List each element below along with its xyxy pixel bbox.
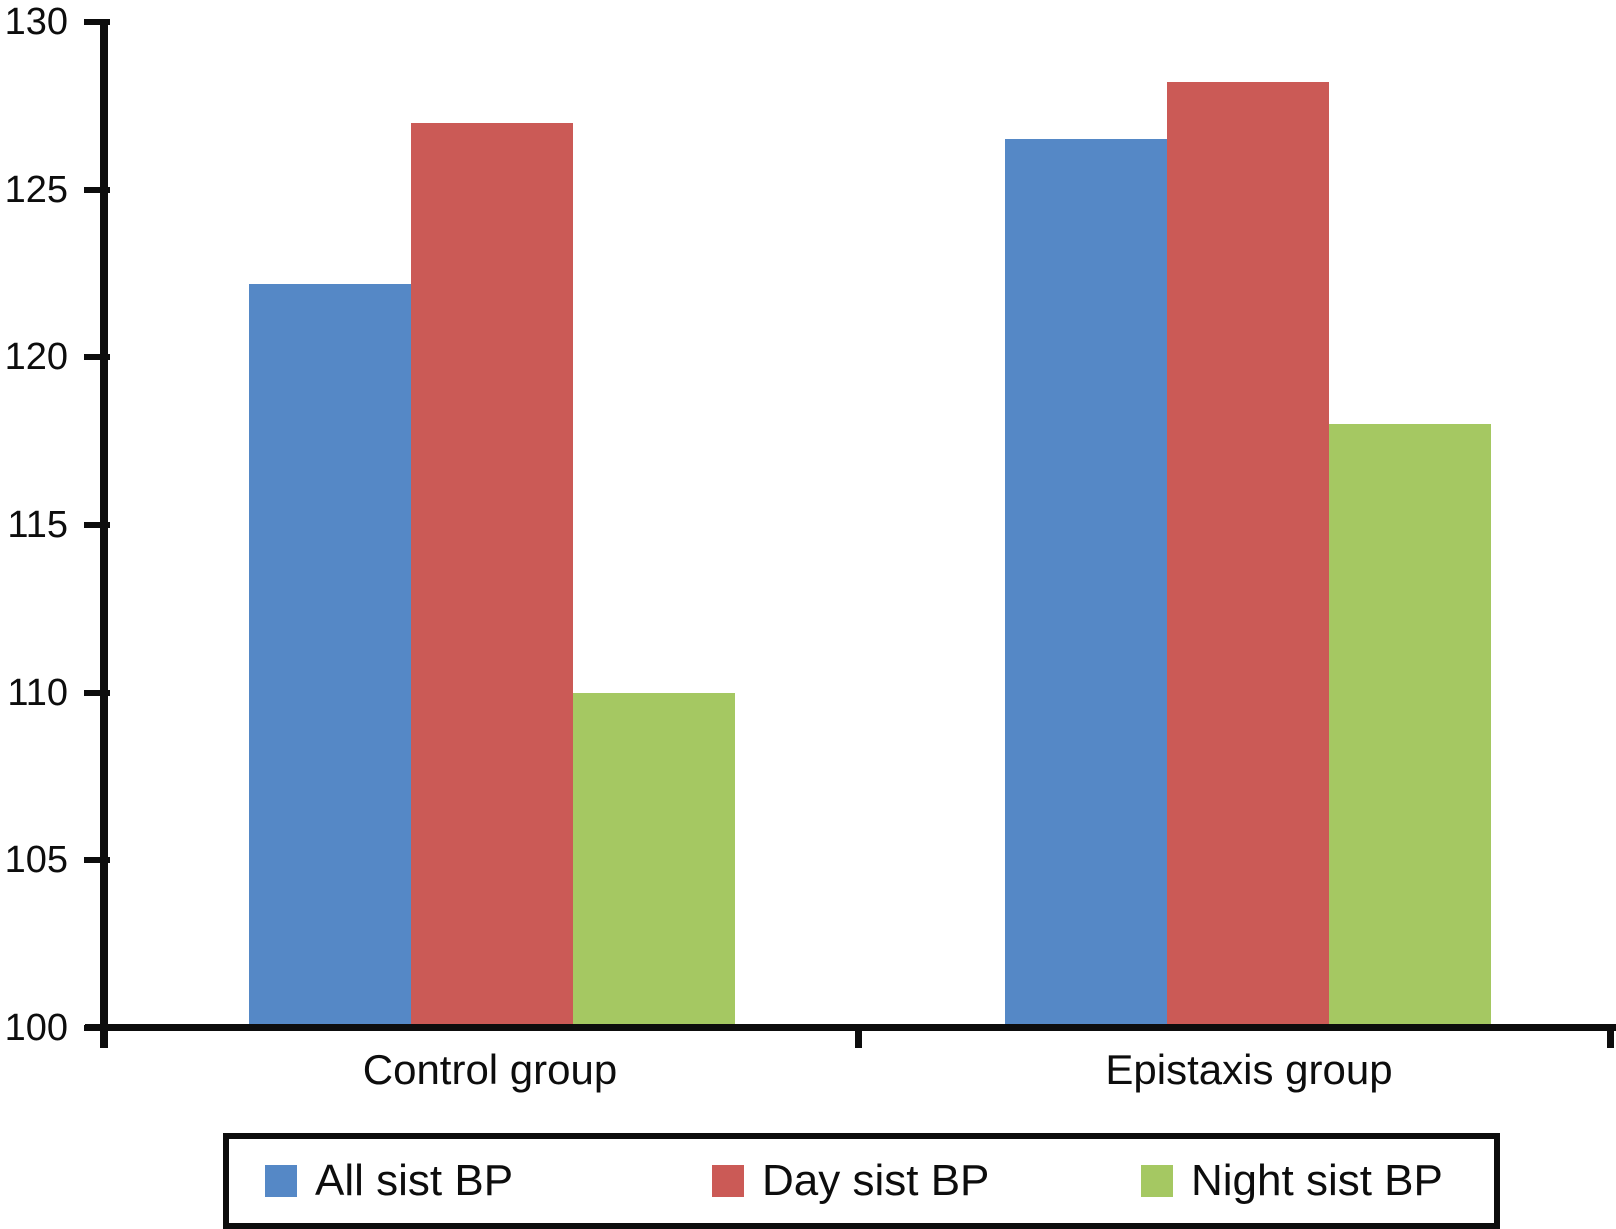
y-tick-label: 125 [4,168,68,211]
x-category-label-control-group: Control group [362,1046,618,1093]
legend-label-all-sist-bp: All sist BP [315,1156,514,1205]
y-tick-label: 110 [7,671,68,714]
x-category-label-epistaxis-group: Epistaxis group [1105,1046,1393,1093]
legend-item-night-sist-bp: Night sist BP [1141,1139,1443,1223]
y-tick-label: 115 [7,504,68,546]
y-tick-mark [84,19,110,25]
y-tick-label: 105 [4,839,68,882]
x-axis-boundary-tick [1607,1031,1614,1048]
y-tick-mark [84,689,110,696]
legend-item-day-sist-bp: Day sist BP [712,1139,989,1223]
legend-swatch-all-sist-bp [265,1165,297,1197]
bar-night-sist-bp-epistaxis-group [1329,424,1491,1028]
bar-all-sist-bp-control-group [249,283,411,1028]
x-axis-line [85,1024,1616,1031]
bar-day-sist-bp-control-group [411,122,573,1028]
legend-swatch-day-sist-bp [712,1165,744,1197]
y-tick-label: 100 [4,1007,68,1049]
y-axis-line [100,20,108,1048]
legend-item-all-sist-bp: All sist BP [265,1139,513,1223]
y-tick-mark [84,522,110,528]
y-tick-mark [84,354,110,361]
bar-day-sist-bp-epistaxis-group [1167,82,1329,1028]
y-tick-mark [84,857,110,864]
y-tick-mark [84,186,110,193]
y-tick-label: 120 [4,336,68,379]
legend: All sist BP Day sist BP Night sist BP [223,1133,1500,1229]
legend-swatch-night-sist-bp [1141,1165,1173,1197]
x-axis-boundary-tick [855,1031,862,1048]
y-tick-label: 130 [4,1,68,43]
bar-night-sist-bp-control-group [573,692,735,1028]
bar-all-sist-bp-epistaxis-group [1005,139,1167,1028]
legend-label-day-sist-bp: Day sist BP [762,1156,990,1205]
legend-label-night-sist-bp: Night sist BP [1191,1156,1443,1205]
